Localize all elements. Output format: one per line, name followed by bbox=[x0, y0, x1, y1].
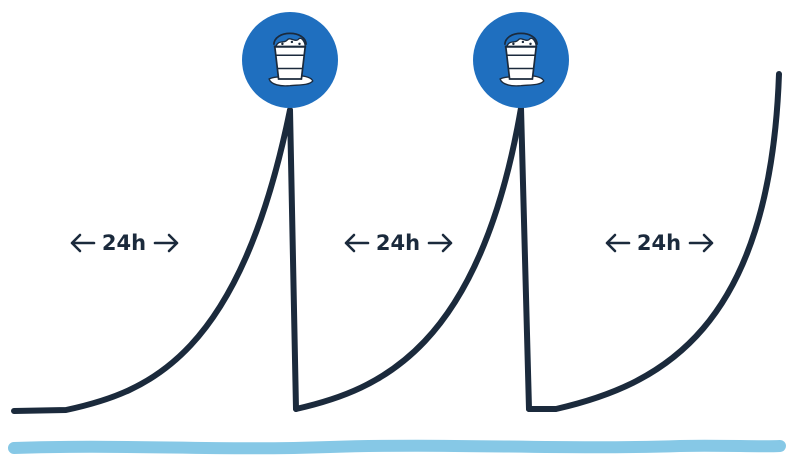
event-marker-1 bbox=[242, 12, 338, 108]
interval-2: 24h bbox=[344, 231, 453, 255]
left-arrow-icon bbox=[344, 233, 370, 253]
reset-drop-1 bbox=[287, 107, 299, 412]
reset-drop-2 bbox=[518, 105, 532, 412]
interval-label-2: 24h bbox=[376, 231, 420, 255]
right-arrow-icon bbox=[427, 233, 453, 253]
interval-1: 24h bbox=[70, 231, 179, 255]
growth-curve-3 bbox=[526, 71, 782, 412]
event-marker-2 bbox=[473, 12, 569, 108]
growth-curve-1 bbox=[11, 107, 293, 414]
right-arrow-icon bbox=[153, 233, 179, 253]
right-arrow-icon bbox=[688, 233, 714, 253]
interval-label-1: 24h bbox=[102, 231, 146, 255]
baseline bbox=[8, 439, 786, 455]
left-arrow-icon bbox=[605, 233, 631, 253]
interval-label-3: 24h bbox=[637, 231, 681, 255]
growth-curve-2 bbox=[293, 105, 524, 412]
interval-3: 24h bbox=[605, 231, 714, 255]
left-arrow-icon bbox=[70, 233, 96, 253]
